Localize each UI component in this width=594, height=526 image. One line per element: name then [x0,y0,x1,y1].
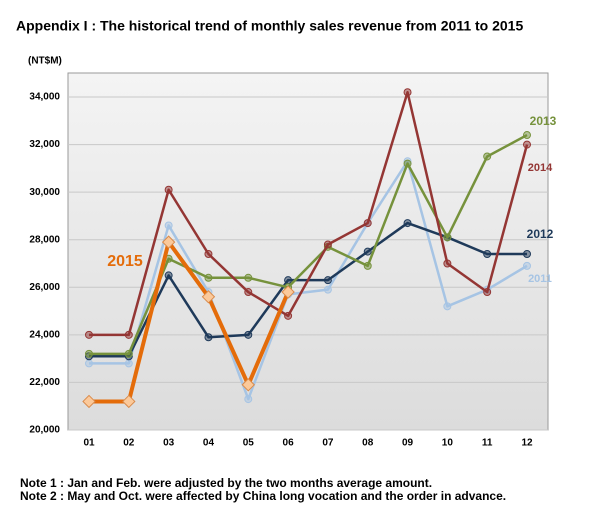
marker [363,219,372,228]
x-tick-label: 11 [482,438,493,449]
series-line [89,90,529,337]
marker [281,285,295,299]
y-tick-label: 26,000 [29,282,60,293]
marker [523,131,531,140]
x-tick-label: 10 [442,438,454,449]
series-label: 2013 [530,114,557,128]
marker [85,359,93,368]
marker [403,219,412,228]
marker [85,330,93,339]
x-tick-label: 09 [402,438,414,449]
series-label: 2015 [107,253,143,270]
marker [241,378,255,392]
x-tick-label: 12 [521,438,533,449]
marker [284,311,293,320]
marker [523,261,531,270]
marker [323,240,332,249]
note: Note 1 : Jan and Feb. were adjusted by t… [20,476,432,490]
marker [124,330,133,339]
marker [124,349,133,358]
series-label: 2012 [527,227,554,241]
x-tick-label: 01 [83,438,95,449]
chart-title: Appendix I : The historical trend of mon… [16,18,523,34]
marker [403,159,412,168]
series-line [89,159,528,401]
series-label: 2011 [528,273,552,285]
marker [124,359,133,368]
marker [122,394,136,409]
y-tick-label: 32,000 [29,139,60,150]
marker [443,302,452,311]
x-tick-label: 03 [163,438,175,449]
marker [483,288,492,297]
marker [164,221,173,230]
x-tick-label: 08 [362,438,374,449]
marker [244,395,253,404]
marker [403,88,412,97]
y-tick-label: 34,000 [29,92,60,103]
x-tick-label: 05 [243,438,255,449]
marker [204,333,213,342]
y-tick-label: 28,000 [29,234,60,245]
marker [204,249,213,258]
marker [284,276,293,285]
y-tick-label: 20,000 [29,425,60,436]
marker [244,330,253,339]
marker [164,271,173,280]
y-tick-label: 24,000 [29,329,60,340]
series-label: 2014 [528,162,553,174]
marker [164,185,173,194]
x-tick-label: 04 [203,438,215,449]
marker [82,394,96,409]
marker [443,259,452,268]
x-tick-label: 07 [322,438,334,449]
marker [244,273,253,282]
marker [244,288,253,297]
x-tick-label: 02 [123,438,135,449]
marker [523,140,531,149]
marker [85,349,93,358]
y-axis-label: (NT$M) [28,56,62,67]
y-tick-label: 22,000 [29,377,60,388]
marker [363,247,372,256]
marker [443,233,452,242]
y-tick-label: 30,000 [29,187,60,198]
marker [323,276,332,285]
marker [161,235,176,249]
marker [523,249,531,258]
marker [204,273,213,282]
marker [201,290,216,304]
marker [323,285,332,294]
marker [363,261,372,270]
x-tick-label: 06 [283,438,295,449]
marker [483,249,492,258]
note: Note 2 : May and Oct. were affected by C… [20,489,506,503]
marker [483,152,492,161]
plot-area [67,72,549,431]
